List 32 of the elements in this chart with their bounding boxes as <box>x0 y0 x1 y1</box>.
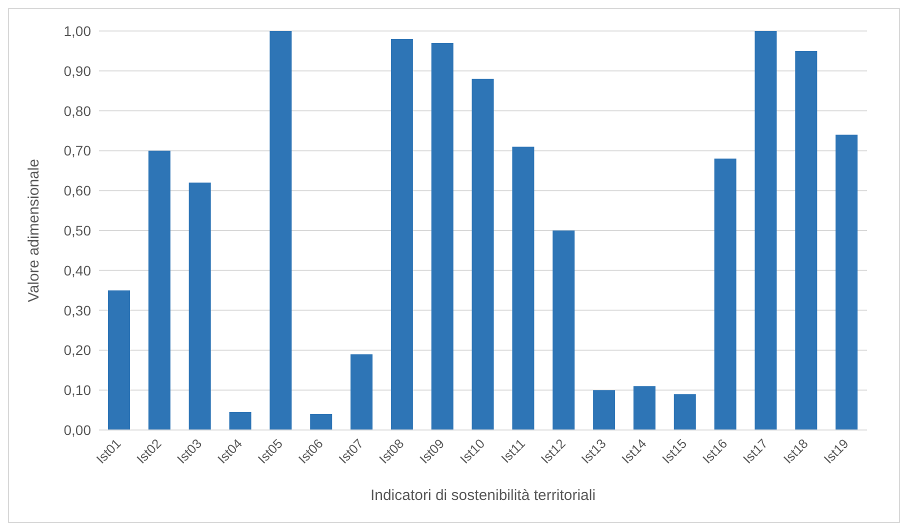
bar <box>593 390 616 430</box>
bar <box>674 394 696 430</box>
bar <box>310 414 332 430</box>
y-tick-label: 0,30 <box>64 302 92 318</box>
x-axis-title: Indicatori di sostenibilità territoriali <box>370 487 596 504</box>
bar <box>836 134 858 430</box>
y-axis-title: Valore adimensionale <box>25 158 42 302</box>
bar <box>714 158 736 430</box>
bar <box>431 42 454 430</box>
bar <box>795 50 818 430</box>
bar <box>188 182 211 430</box>
y-tick-label: 0,80 <box>64 102 92 119</box>
y-tick-label: 0,50 <box>64 222 92 238</box>
y-tick-label: 0,70 <box>64 142 92 159</box>
bar <box>754 31 777 430</box>
y-tick-label: 0,90 <box>64 62 92 79</box>
bar <box>108 290 130 430</box>
bar <box>472 78 494 430</box>
bar <box>390 38 413 430</box>
y-tick-label: 0,10 <box>64 382 92 398</box>
bar <box>633 386 656 430</box>
bar <box>552 230 575 430</box>
bar <box>229 412 252 430</box>
y-tick-label: 0,00 <box>64 422 92 438</box>
y-tick-label: 0,20 <box>64 342 92 358</box>
y-tick-label: 0,60 <box>64 182 92 199</box>
bar <box>148 150 170 430</box>
bar <box>512 146 534 430</box>
bar <box>350 354 373 430</box>
y-tick-label: 1,00 <box>64 22 92 39</box>
y-tick-label: 0,40 <box>64 262 92 278</box>
bar <box>270 31 292 430</box>
